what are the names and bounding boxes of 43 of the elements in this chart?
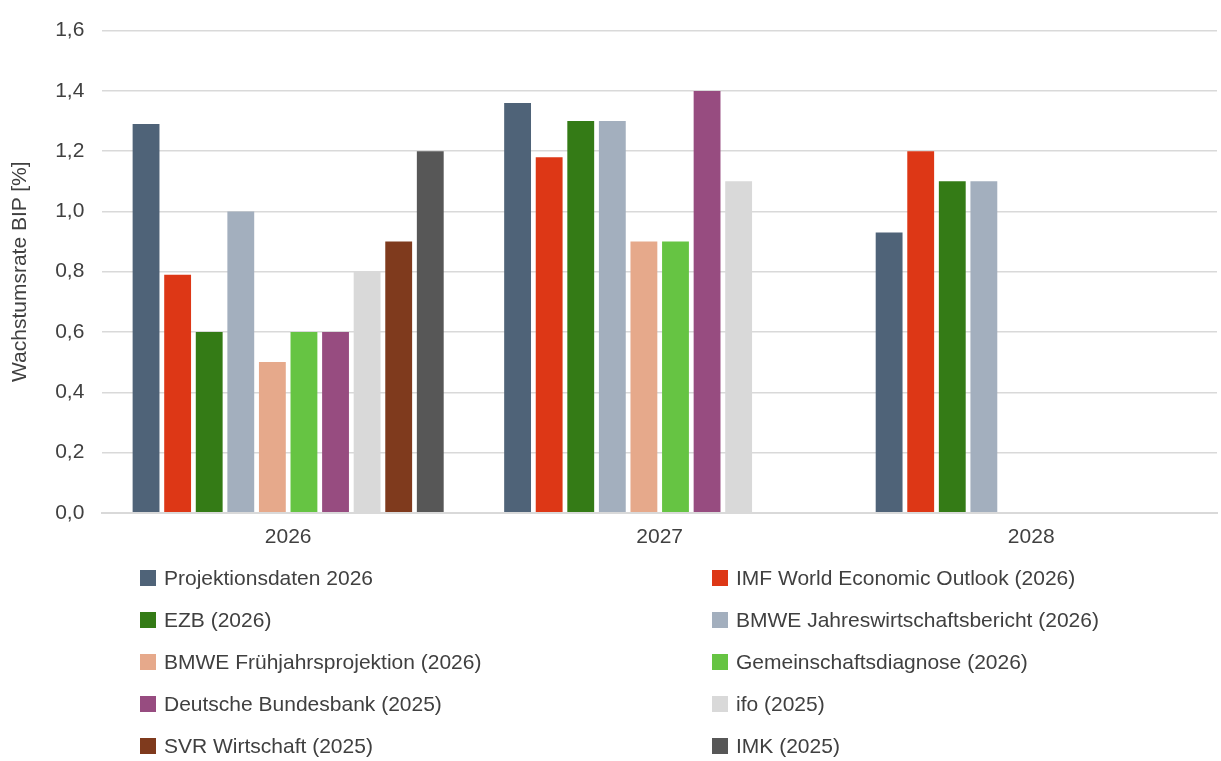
bar: [535, 157, 563, 513]
legend-label: ifo (2025): [736, 692, 825, 716]
bar: [970, 181, 998, 513]
bar: [938, 181, 966, 513]
y-tick-label: 1,0: [55, 198, 85, 222]
y-tick-label: 0,2: [55, 439, 85, 463]
bar: [385, 241, 413, 513]
bar: [132, 124, 160, 513]
y-tick-label: 1,6: [55, 17, 85, 41]
bar: [693, 90, 721, 513]
bar: [227, 211, 255, 513]
bar: [504, 102, 532, 513]
y-tick-label: 0,6: [55, 318, 85, 342]
legend-label: Projektionsdaten 2026: [164, 566, 373, 590]
legend-label: EZB (2026): [164, 608, 272, 632]
bar: [662, 241, 689, 513]
y-axis-title: Wachstumsrate BIP [%]: [7, 161, 31, 382]
bar: [322, 331, 349, 513]
y-tick-label: 0,0: [55, 499, 85, 523]
legend-label: Gemeinschaftsdiagnose (2026): [736, 650, 1028, 674]
x-tick-label: 2026: [264, 524, 312, 548]
bar: [164, 274, 192, 513]
legend-label: IMK (2025): [736, 734, 840, 758]
legend-label: SVR Wirtschaft (2025): [164, 734, 373, 758]
x-tick-label: 2027: [636, 524, 684, 548]
bar: [875, 232, 903, 513]
y-tick-label: 0,8: [55, 258, 85, 282]
bar: [907, 151, 935, 513]
bar: [290, 331, 318, 513]
legend-label: BMWE Frühjahrsprojektion (2026): [164, 650, 482, 674]
y-tick-label: 1,2: [55, 137, 85, 161]
bar: [258, 362, 286, 513]
legend-label: BMWE Jahreswirtschaftsbericht (2026): [736, 608, 1099, 632]
bar: [567, 121, 595, 513]
bar: [195, 331, 223, 513]
legend-label: IMF World Economic Outlook (2026): [736, 566, 1076, 590]
x-tick-label: 2028: [1007, 524, 1055, 548]
legend-label: Deutsche Bundesbank (2025): [164, 692, 442, 716]
y-tick-label: 1,4: [55, 77, 85, 101]
y-tick-label: 0,4: [55, 379, 85, 403]
bar: [416, 151, 444, 513]
bar: [598, 121, 626, 513]
bar: [630, 241, 658, 513]
